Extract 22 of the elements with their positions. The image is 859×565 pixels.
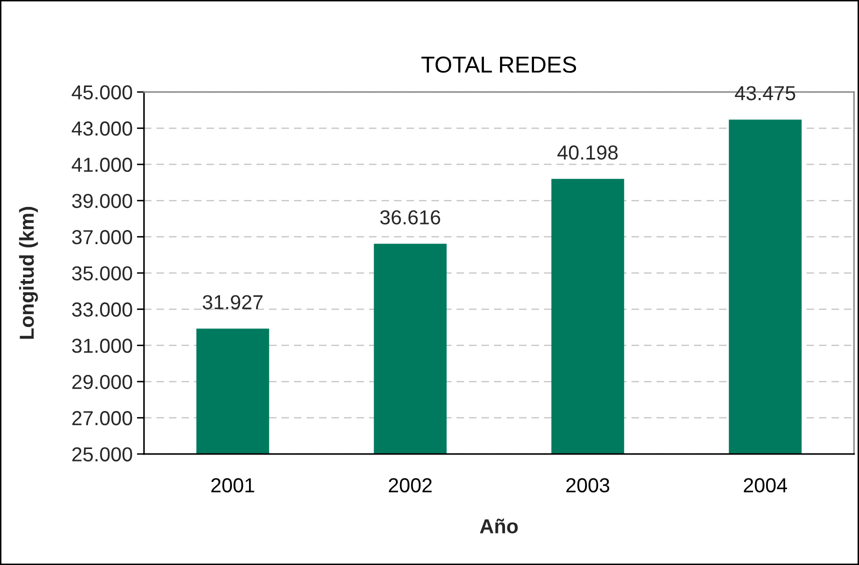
y-tick-label: 33.000	[72, 302, 132, 317]
x-axis-title: Año	[480, 518, 518, 534]
y-tick-label: 37.000	[72, 230, 132, 244]
data-label: 40.198	[557, 145, 618, 160]
y-tick-label: 45.000	[72, 85, 132, 100]
chart-title: TOTAL REDES	[421, 56, 576, 73]
data-label: 31.927	[202, 295, 263, 310]
y-tick-label: 39.000	[72, 194, 132, 208]
data-label: 43.475	[734, 86, 796, 100]
x-tick-label: 2003	[566, 478, 610, 492]
y-tick-label: 35.000	[72, 266, 132, 280]
y-tick-label: 41.000	[72, 158, 132, 172]
y-tick-label: 43.000	[72, 121, 132, 136]
y-tick-label: 29.000	[72, 374, 132, 390]
x-tick-label: 2002	[388, 478, 432, 492]
x-tick-label: 2001	[211, 478, 254, 492]
y-tick-label: 31.000	[72, 338, 132, 353]
y-tick-label: 25.000	[72, 447, 132, 462]
data-label: 36.616	[380, 210, 440, 224]
y-axis-title: Longitud (km)	[19, 206, 38, 339]
y-tick-label: 27.000	[72, 411, 132, 426]
x-tick-label: 2004	[744, 478, 788, 492]
